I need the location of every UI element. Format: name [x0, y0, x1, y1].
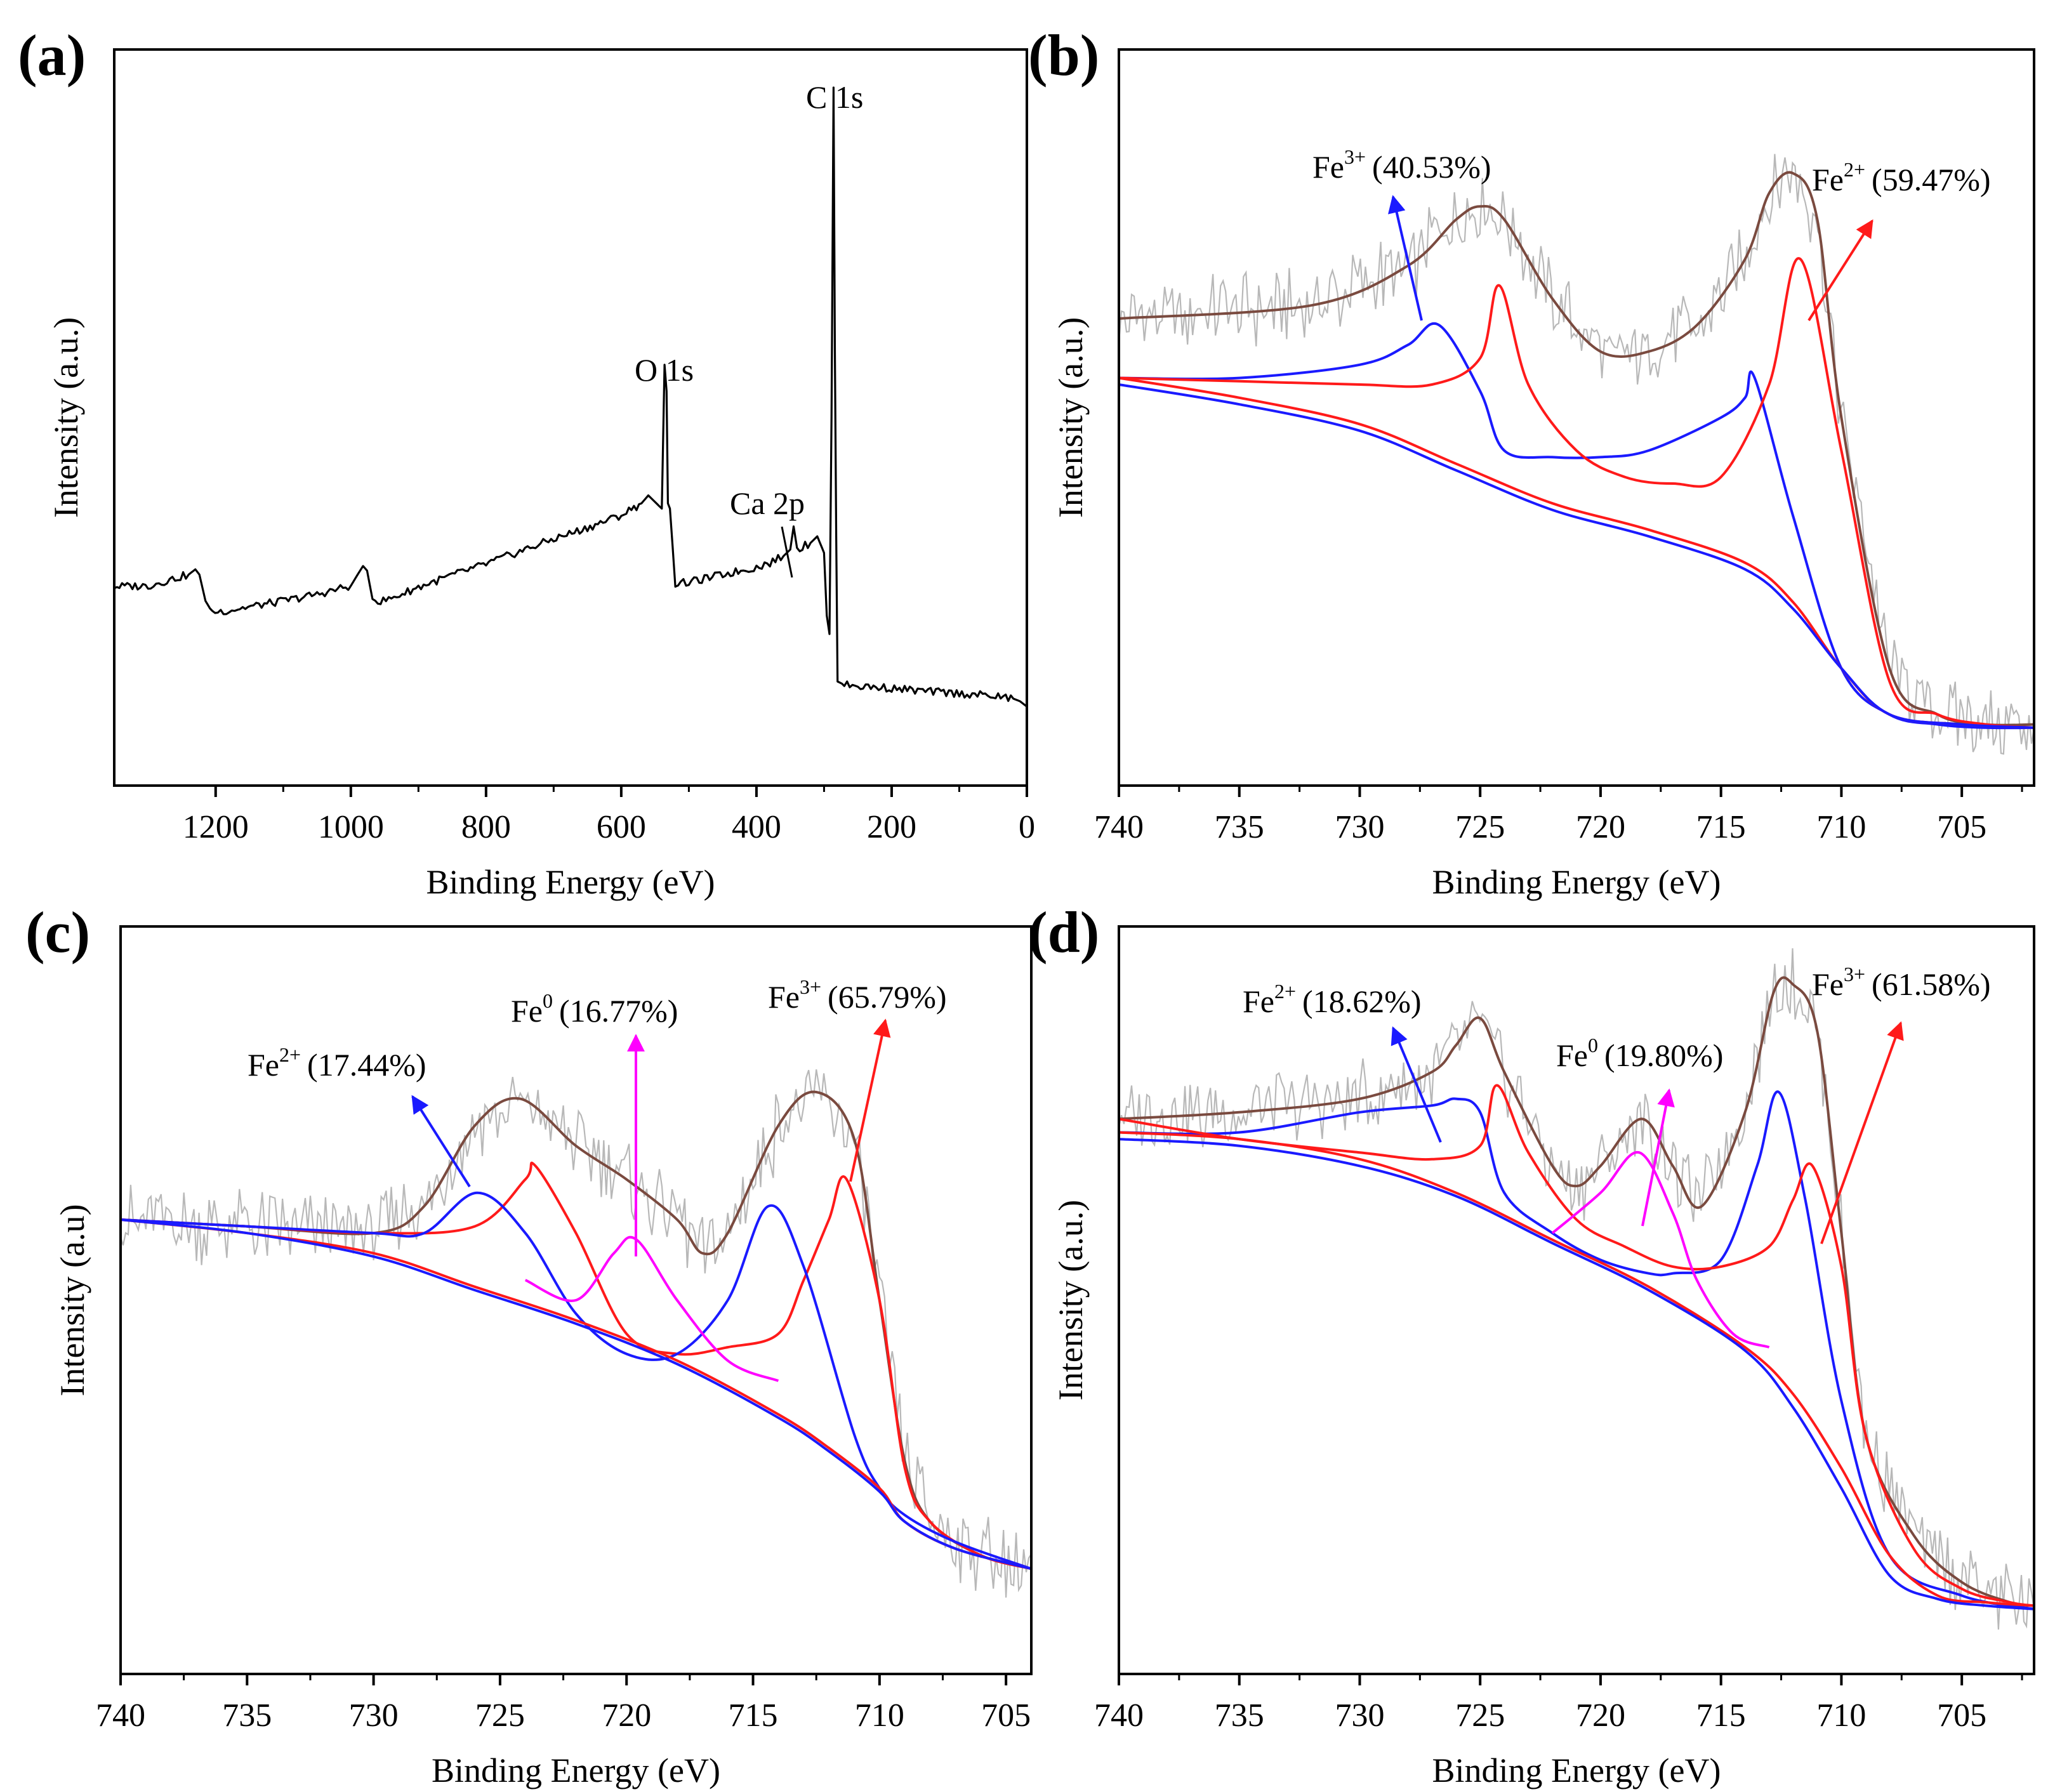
series-fe0-component [524, 1235, 779, 1382]
x-tick-label: 705 [1937, 809, 1986, 845]
annotation-arrow [1388, 195, 1423, 321]
peak-annotation: Ca 2p [730, 485, 805, 521]
x-axis-title: Binding Energy (eV) [1432, 863, 1721, 901]
x-tick-label: 1000 [318, 809, 384, 845]
x-tick-label: 720 [602, 1697, 651, 1734]
x-tick-label: 740 [96, 1697, 145, 1734]
annotation-arrow [1641, 1088, 1675, 1227]
series-baseline-2 [1118, 1138, 2035, 1611]
x-tick-label: 400 [732, 809, 781, 845]
panel-a: (a) 1200 1000 800 600 400 200 0 Binding Energy (… [18, 23, 1035, 901]
series-envelope [1118, 171, 2035, 727]
peak-annotation: Fe2+ (17.44%) [248, 1043, 426, 1083]
series-fe3-component [120, 1161, 1032, 1571]
panel-c: (c) 740 735 730 725 720 715 710 705 Binding Energ… [25, 900, 1033, 1789]
x-tick-label: 720 [1576, 809, 1625, 845]
annotation-arrow [1391, 1026, 1442, 1143]
peak-annotation: C 1s [806, 79, 863, 115]
panel-label-d: (d) [1028, 900, 1099, 965]
x-tick-label: 715 [1696, 809, 1746, 845]
series-baseline-1 [1118, 1131, 2035, 1607]
series-baseline-2 [120, 1218, 1032, 1571]
annotation-arrow [1807, 219, 1873, 322]
x-tick-label: 710 [1816, 809, 1866, 845]
plot-frame [113, 48, 1028, 787]
x-tick-label: 725 [475, 1697, 525, 1734]
raw-data-line [1118, 154, 2035, 755]
x-tick-label: 710 [855, 1697, 904, 1734]
x-tick-label: 735 [222, 1697, 272, 1734]
y-axis-title: Intensity (a.u.) [1052, 1200, 1090, 1400]
plot-frame [1118, 925, 2035, 1675]
x-tick-label: 1200 [183, 809, 249, 845]
y-axis-title: Intensity (a.u) [53, 1204, 91, 1397]
x-tick-label: 705 [981, 1697, 1031, 1734]
series-survey [114, 86, 1028, 708]
annotation-arrow [849, 1018, 891, 1182]
peak-annotation: Fe3+ (61.58%) [1812, 963, 1991, 1002]
series-baseline-1 [120, 1218, 1032, 1571]
raw-data-line [119, 1069, 1032, 1598]
plot-frame [119, 925, 1033, 1675]
x-tick-label: 730 [349, 1697, 399, 1734]
series-fe2-component [1118, 1090, 2035, 1611]
x-tick-label: 735 [1215, 1697, 1264, 1734]
x-tick-label: 800 [461, 809, 511, 845]
peak-annotation: Fe0 (16.77%) [511, 989, 678, 1029]
x-axis-title: Binding Energy (eV) [432, 1751, 720, 1789]
panel-b: (b) 740 735 730 725 720 715 710 705 Binding Energ… [1028, 23, 2035, 901]
x-tick-label: 725 [1455, 809, 1505, 845]
series-fe3-component [1118, 322, 2035, 730]
y-axis-title: Intensity (a.u.) [1052, 317, 1090, 518]
series-fe0-component [1551, 1151, 1770, 1349]
x-tick-label: 740 [1094, 1697, 1144, 1734]
peak-annotation: Fe3+ (40.53%) [1312, 145, 1491, 185]
peak-annotation: Fe3+ (65.79%) [768, 975, 947, 1015]
panel-label-a: (a) [18, 23, 86, 88]
panel-d: (d) 740 735 730 725 720 715 710 705 Binding Energ… [1028, 900, 2035, 1789]
plot-frame [1118, 48, 2035, 787]
series-fe2-component [1118, 257, 2035, 729]
x-tick-label: 730 [1335, 1697, 1384, 1734]
x-tick-label: 710 [1816, 1697, 1866, 1734]
x-tick-label: 720 [1576, 1697, 1625, 1734]
peak-annotation: Fe0 (19.80%) [1556, 1034, 1723, 1073]
x-tick-label: 715 [729, 1697, 778, 1734]
x-tick-label: 735 [1215, 809, 1264, 845]
x-tick-label: 725 [1455, 1697, 1505, 1734]
x-axis-title: Binding Energy (eV) [426, 863, 715, 901]
x-tick-label: 200 [867, 809, 916, 845]
x-tick-label: 705 [1937, 1697, 1986, 1734]
x-tick-label: 740 [1094, 809, 1144, 845]
panel-label-c: (c) [25, 900, 90, 965]
series-fe3-baseline [1118, 383, 2035, 729]
x-tick-label: 0 [1019, 809, 1035, 845]
x-axis-title: Binding Energy (eV) [1432, 1751, 1721, 1789]
annotation-arrow [1820, 1021, 1904, 1244]
raw-data-line [1118, 948, 2035, 1630]
peak-annotation: Fe2+ (59.47%) [1812, 158, 1991, 197]
peak-annotation: O 1s [635, 352, 694, 388]
annotation-leader [781, 526, 793, 578]
y-axis-title: Intensity (a.u.) [47, 317, 85, 518]
annotation-arrow [411, 1095, 471, 1188]
x-tick-label: 730 [1335, 809, 1384, 845]
x-tick-label: 715 [1696, 1697, 1746, 1734]
panel-label-b: (b) [1028, 23, 1099, 88]
series-envelope [120, 1090, 1032, 1571]
series-fe2-baseline [1118, 376, 2035, 729]
series-fe3-component [1118, 1084, 2035, 1607]
x-tick-label: 600 [597, 809, 646, 845]
peak-annotation: Fe2+ (18.62%) [1243, 980, 1422, 1019]
